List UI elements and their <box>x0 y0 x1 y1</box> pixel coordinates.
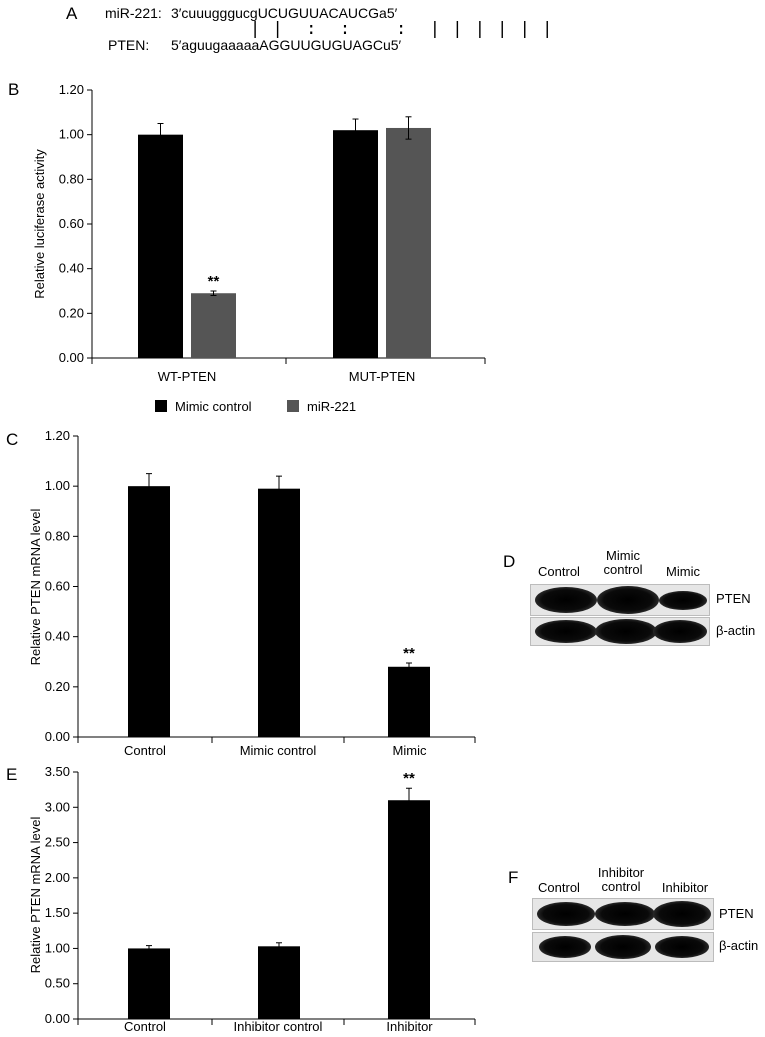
lane-label-control-d: Control <box>538 564 580 579</box>
blot-band <box>595 619 657 644</box>
blot-band <box>653 901 711 927</box>
x-tick-label: WT-PTEN <box>158 369 217 384</box>
x-tick-label: Control <box>124 743 166 758</box>
panel-b-letter: B <box>8 80 20 99</box>
blot-band <box>597 586 659 614</box>
y-tick-label: 0.60 <box>45 579 70 594</box>
lane-label-mimic-d: Mimic <box>666 564 700 579</box>
blot-band <box>595 935 651 959</box>
blot-band <box>535 620 597 643</box>
bar <box>128 486 170 737</box>
bar <box>333 130 378 358</box>
y-tick-label: 0.20 <box>45 679 70 694</box>
y-tick-label: 1.20 <box>59 82 84 97</box>
blot-band <box>539 936 591 958</box>
y-tick-label: 1.00 <box>45 478 70 493</box>
bar <box>191 293 236 358</box>
x-tick-label: Inhibitor control <box>234 1019 323 1034</box>
significance-marker: ** <box>403 770 415 787</box>
y-tick-label: 0.00 <box>45 1011 70 1026</box>
y-tick-label: 1.00 <box>45 940 70 955</box>
y-tick-label: 1.50 <box>45 905 70 920</box>
panel-f-letter: F <box>508 868 519 887</box>
y-axis-label: Relative PTEN mRNA level <box>28 509 43 666</box>
bar <box>138 134 183 358</box>
protein-label-actin-d: β-actin <box>716 623 756 638</box>
panel-c-letter: C <box>6 430 19 449</box>
blot-band <box>655 936 709 958</box>
blot-band <box>535 587 597 613</box>
protein-label-pten-d: PTEN <box>716 591 751 606</box>
y-tick-label: 1.00 <box>59 127 84 142</box>
actin-blot-strip-f <box>532 932 714 962</box>
y-tick-label: 0.00 <box>45 729 70 744</box>
y-tick-label: 0.50 <box>45 976 70 991</box>
y-tick-label: 2.50 <box>45 835 70 850</box>
lane-label-control-f: Control <box>538 880 580 895</box>
bar <box>258 488 300 737</box>
x-tick-label: Mimic control <box>240 743 317 758</box>
legend-label: miR-221 <box>307 399 356 414</box>
base-pairing-lines: | | : : : | | | | | | <box>250 19 554 39</box>
pten-blot-strip-f <box>532 898 714 930</box>
bar <box>386 127 431 358</box>
significance-marker: ** <box>403 645 415 662</box>
bar <box>258 946 300 1019</box>
blot-band <box>537 902 595 926</box>
bar <box>128 948 170 1019</box>
panel-d-letter: D <box>503 552 516 571</box>
x-tick-label: Mimic <box>393 743 427 758</box>
actin-blot-strip-d <box>530 617 710 646</box>
x-tick-label: Inhibitor <box>386 1019 433 1034</box>
bar <box>388 666 430 737</box>
significance-marker: ** <box>208 273 220 290</box>
y-axis-label: Relative luciferase activity <box>32 149 47 299</box>
panel-a-letter: A <box>66 4 78 23</box>
y-tick-label: 0.60 <box>59 216 84 231</box>
y-tick-label: 3.00 <box>45 799 70 814</box>
y-tick-label: 0.80 <box>59 171 84 186</box>
mir221-label: miR-221: <box>105 5 162 21</box>
lane-label-inhibitor-control-f: Inhibitor control <box>597 865 645 894</box>
y-tick-label: 0.20 <box>59 305 84 320</box>
protein-label-pten-f: PTEN <box>719 906 754 921</box>
pten-blot-strip-d <box>530 584 710 616</box>
mir221-sequence: 3′cuuugggucgUCUGUUACAUCGa5′ <box>171 5 398 21</box>
blot-band <box>595 902 655 926</box>
legend-swatch <box>155 400 167 412</box>
y-tick-label: 0.40 <box>59 261 84 276</box>
pten-sequence: 5′aguugaaaaaAGGUUGUGUAGCu5′ <box>171 37 402 53</box>
legend-swatch <box>287 400 299 412</box>
legend-label: Mimic control <box>175 399 252 414</box>
panel-e-letter: E <box>6 765 18 784</box>
y-tick-label: 2.00 <box>45 870 70 885</box>
protein-label-actin-f: β-actin <box>719 938 759 953</box>
blot-band <box>659 591 707 610</box>
y-axis-label: Relative PTEN mRNA level <box>28 817 43 974</box>
y-tick-label: 0.00 <box>59 350 84 365</box>
bar <box>388 800 430 1019</box>
y-tick-label: 0.40 <box>45 629 70 644</box>
x-tick-label: MUT-PTEN <box>349 369 415 384</box>
pten-label: PTEN: <box>108 37 150 53</box>
lane-label-mimic-control-d: Mimic control <box>603 548 643 577</box>
x-tick-label: Control <box>124 1019 166 1034</box>
lane-label-inhibitor-f: Inhibitor <box>661 880 709 895</box>
y-tick-label: 1.20 <box>45 428 70 443</box>
blot-band <box>653 620 707 643</box>
y-tick-label: 0.80 <box>45 528 70 543</box>
y-tick-label: 3.50 <box>45 764 70 779</box>
